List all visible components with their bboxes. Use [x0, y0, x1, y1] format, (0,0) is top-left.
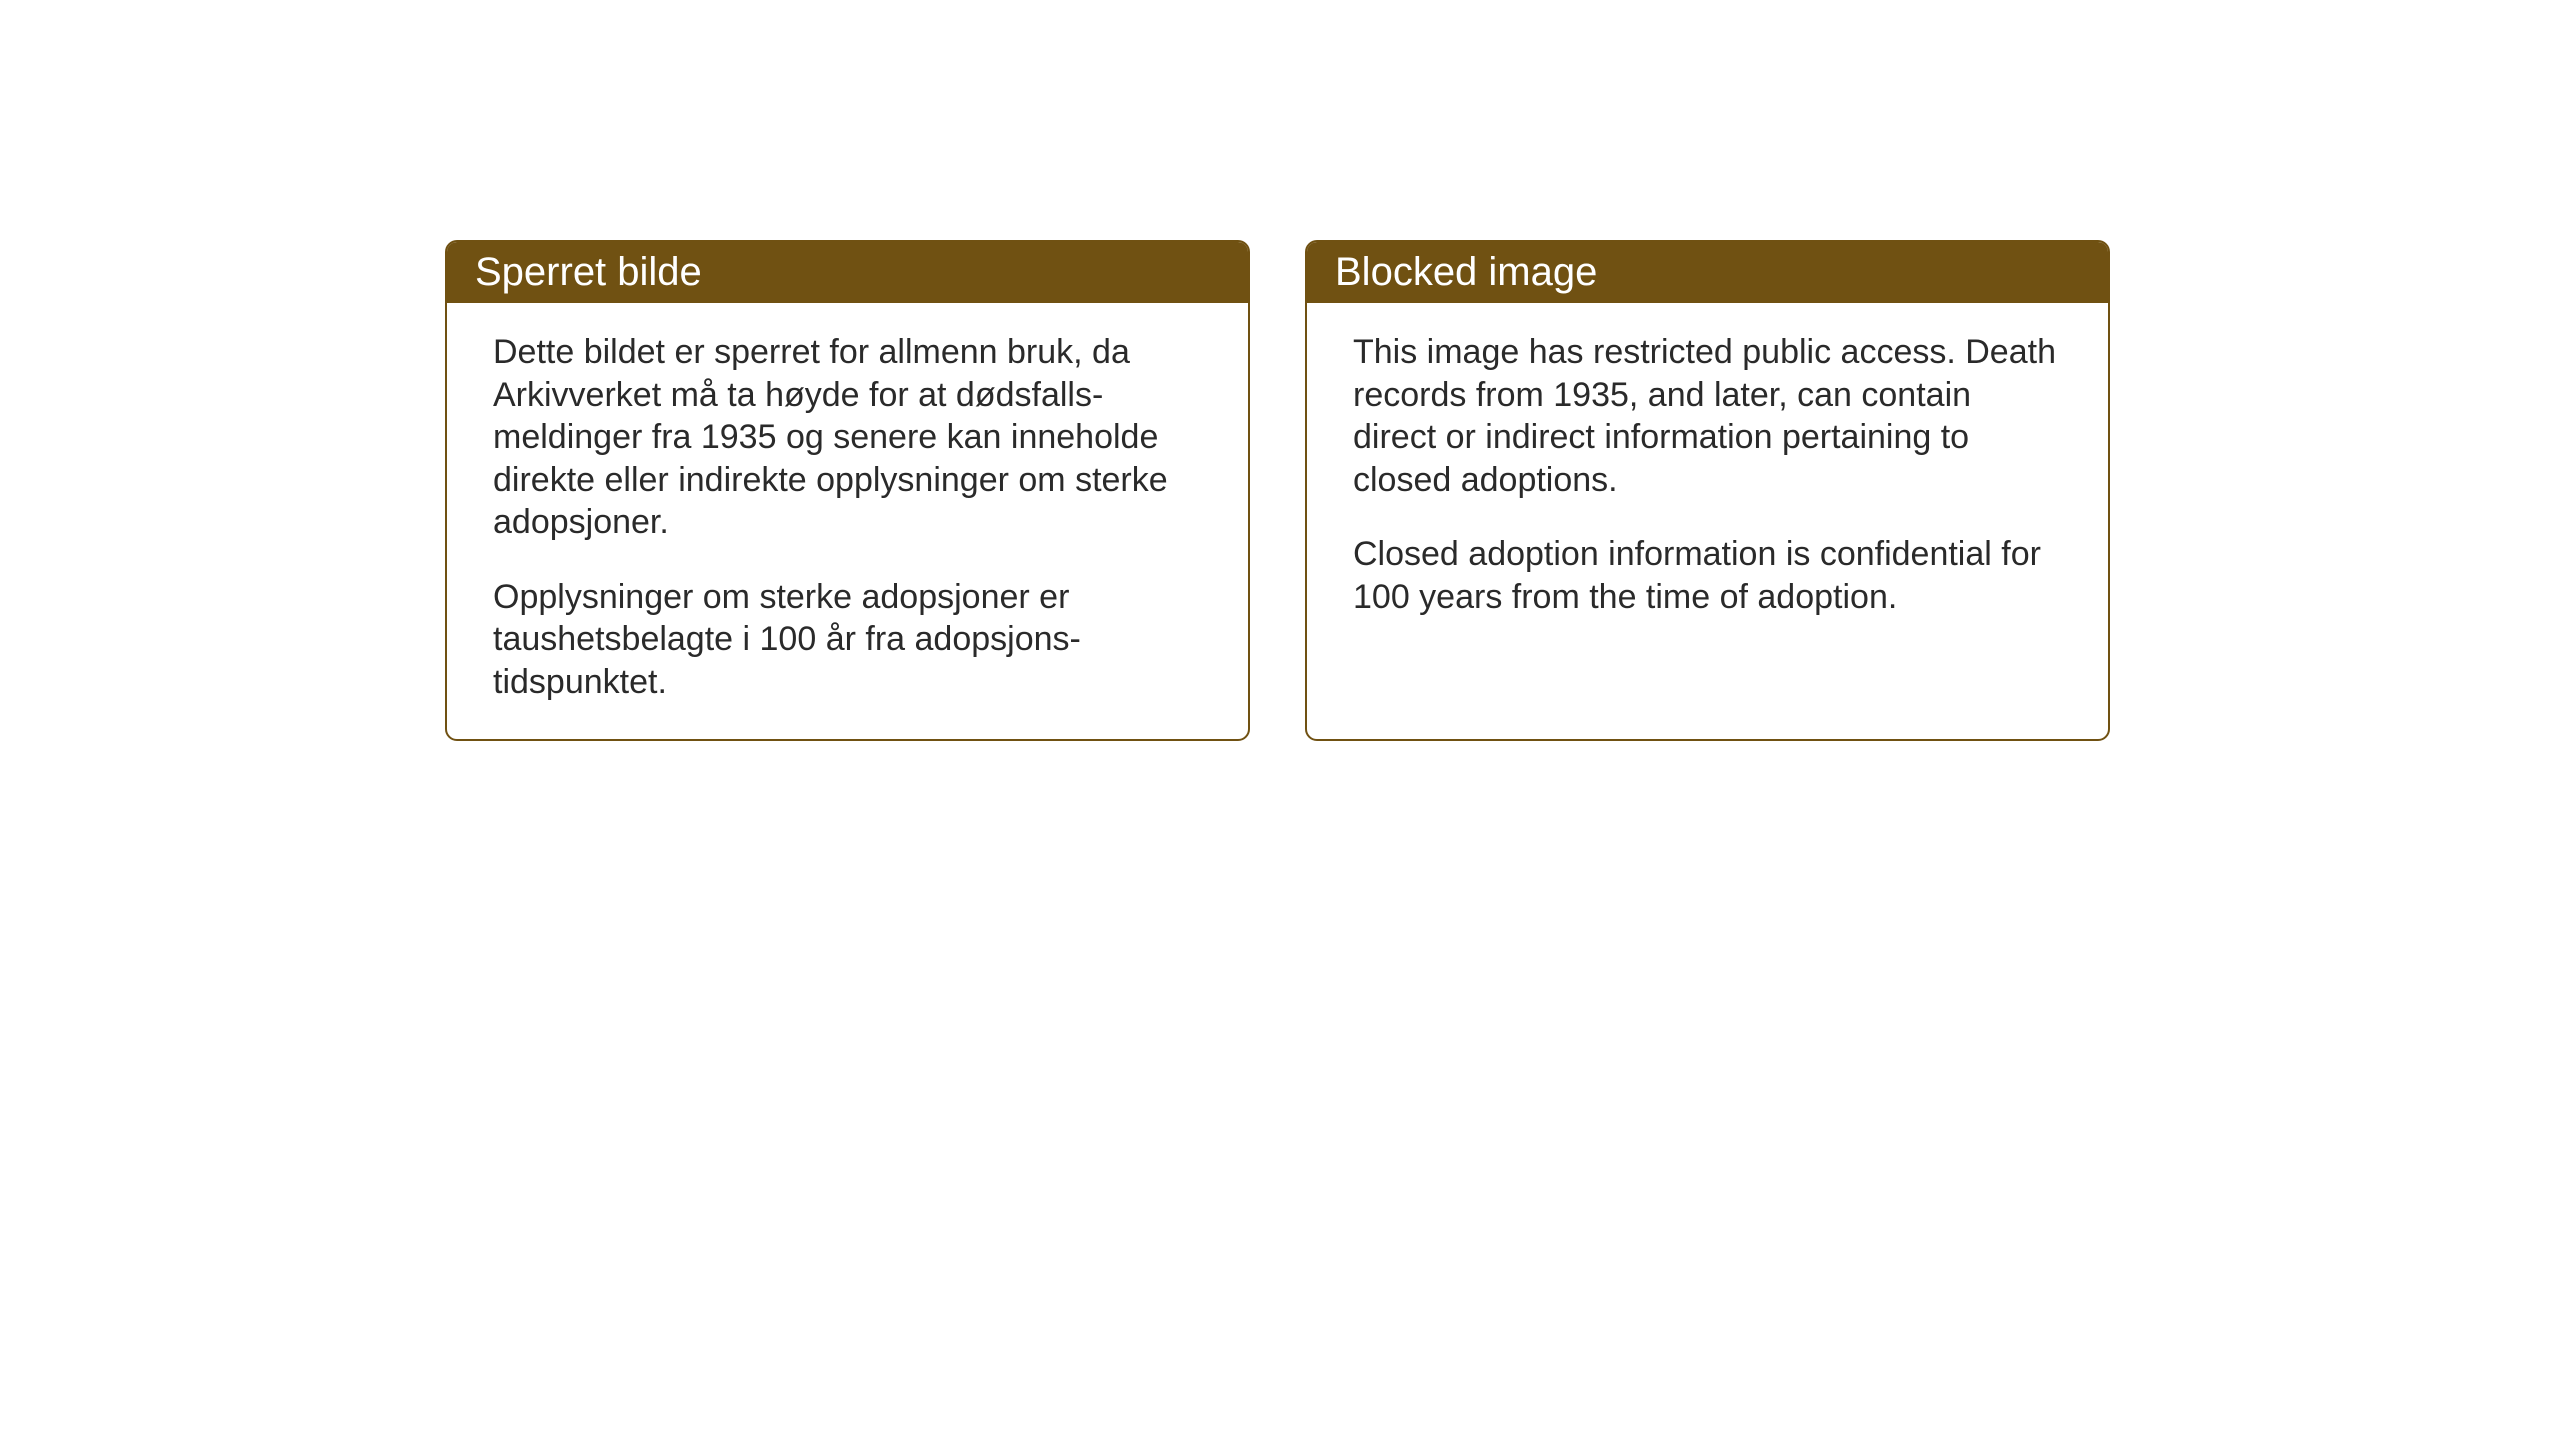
- english-card-header: Blocked image: [1307, 242, 2108, 303]
- norwegian-paragraph-1: Dette bildet er sperret for allmenn bruk…: [493, 331, 1202, 544]
- english-card: Blocked image This image has restricted …: [1305, 240, 2110, 741]
- english-paragraph-2: Closed adoption information is confident…: [1353, 533, 2062, 618]
- english-card-title: Blocked image: [1335, 250, 1597, 294]
- norwegian-card: Sperret bilde Dette bildet er sperret fo…: [445, 240, 1250, 741]
- norwegian-card-title: Sperret bilde: [475, 250, 702, 294]
- english-card-body: This image has restricted public access.…: [1307, 303, 2108, 733]
- english-paragraph-1: This image has restricted public access.…: [1353, 331, 2062, 501]
- norwegian-paragraph-2: Opplysninger om sterke adopsjoner er tau…: [493, 576, 1202, 704]
- cards-container: Sperret bilde Dette bildet er sperret fo…: [445, 240, 2110, 741]
- norwegian-card-header: Sperret bilde: [447, 242, 1248, 303]
- norwegian-card-body: Dette bildet er sperret for allmenn bruk…: [447, 303, 1248, 739]
